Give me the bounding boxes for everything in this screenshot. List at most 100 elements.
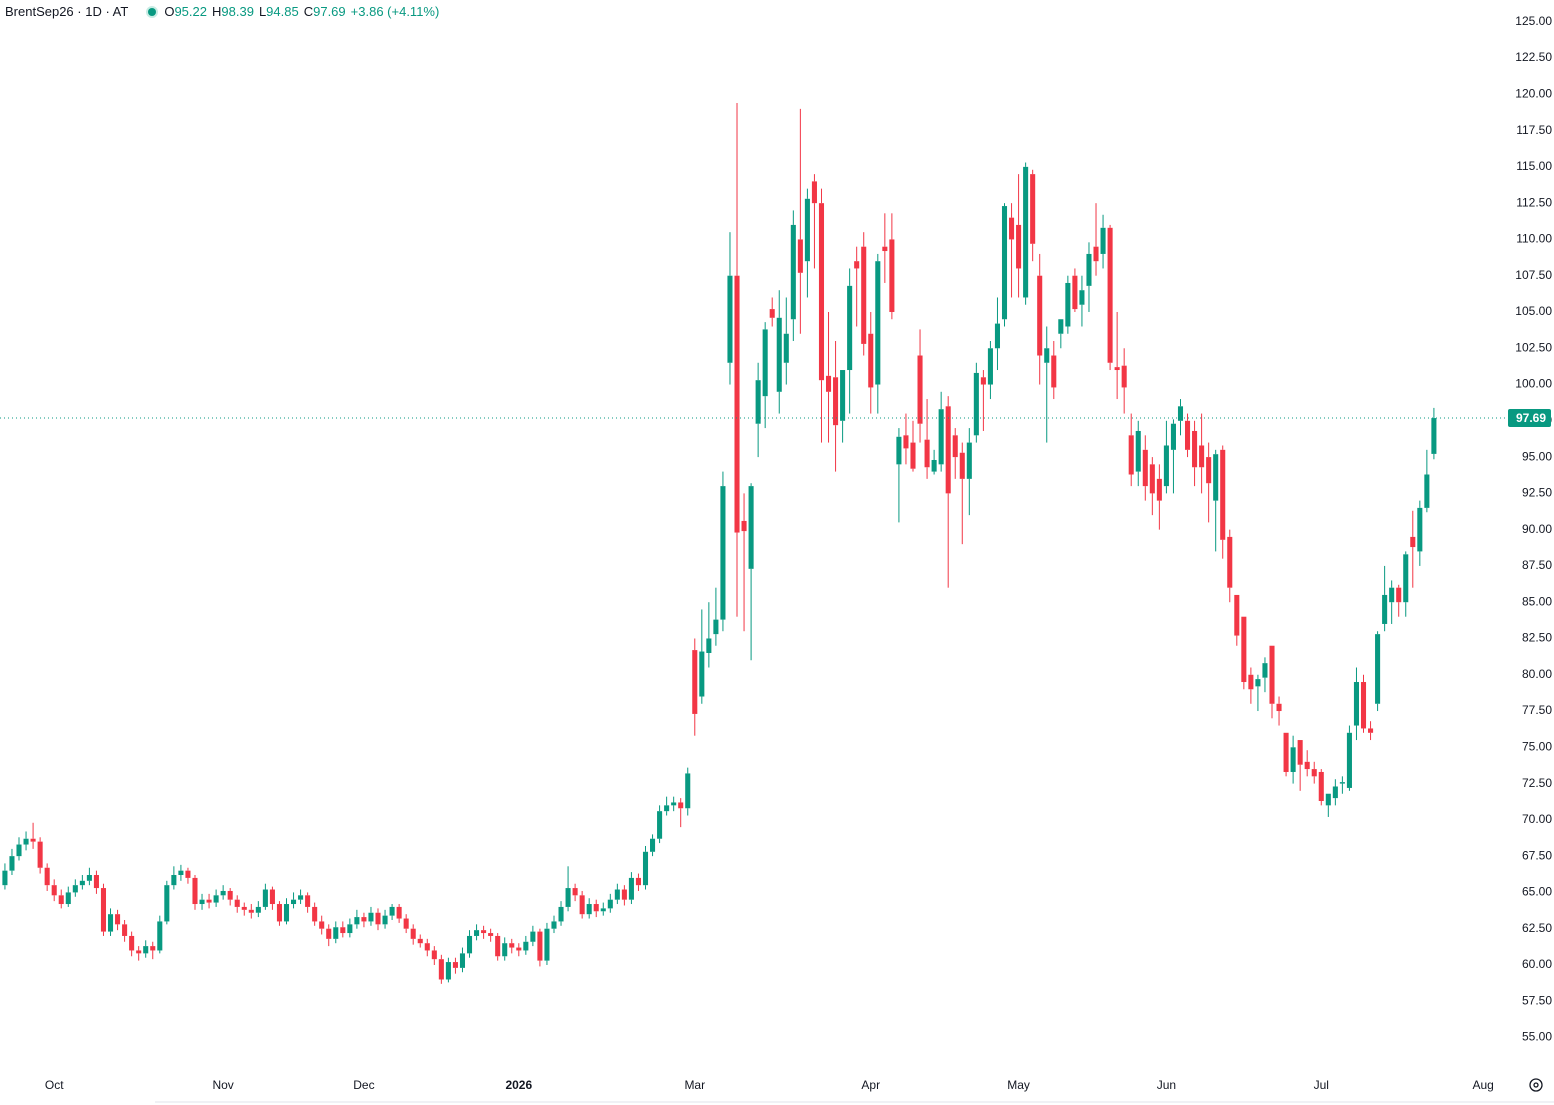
candle-body <box>847 285 853 371</box>
candle <box>657 805 663 844</box>
candle-body <box>952 435 958 458</box>
candle <box>93 870 99 894</box>
candle <box>410 924 416 945</box>
candle <box>861 232 867 356</box>
candle <box>72 879 78 897</box>
candle <box>283 898 290 925</box>
candle <box>199 893 205 910</box>
candle-body <box>657 811 663 839</box>
y-tick-label: 102.50 <box>1515 340 1552 354</box>
candle-body <box>1093 246 1099 262</box>
candle <box>488 928 494 942</box>
candle-body <box>861 246 867 344</box>
candle-body <box>403 918 409 929</box>
candle-body <box>692 650 698 714</box>
y-tick-label: 115.00 <box>1516 159 1552 173</box>
candle-body <box>16 844 22 857</box>
candle-body <box>340 927 346 934</box>
candle <box>1192 420 1198 487</box>
candle-body <box>734 275 740 533</box>
candle <box>2 863 8 890</box>
candle-body <box>509 943 515 948</box>
candle <box>1346 725 1352 791</box>
candle <box>382 909 388 929</box>
candle-body <box>1276 703 1282 712</box>
h-label: H <box>212 4 222 19</box>
candle <box>544 922 550 965</box>
x-tick-label: Aug <box>1472 1078 1493 1092</box>
candle <box>523 935 529 955</box>
candle <box>206 893 212 909</box>
candle-body <box>283 904 290 922</box>
candle <box>1304 750 1310 777</box>
candle-body <box>671 802 677 806</box>
candle <box>572 883 578 902</box>
candle <box>1297 740 1303 791</box>
candle-body <box>987 348 993 385</box>
candle <box>9 848 15 876</box>
candle <box>1184 413 1191 458</box>
candle-body <box>889 239 895 312</box>
candle-body <box>502 943 508 957</box>
candle <box>734 103 740 617</box>
candle <box>713 587 719 646</box>
y-tick-label: 55.00 <box>1522 1030 1552 1044</box>
candle <box>882 213 888 283</box>
candle <box>586 898 592 919</box>
candle <box>537 928 543 967</box>
candle <box>1396 584 1402 617</box>
candle <box>614 883 620 905</box>
candle <box>502 937 508 961</box>
candle <box>298 889 304 905</box>
candle-body <box>1142 449 1148 487</box>
candle-body <box>1206 457 1212 484</box>
candle <box>1199 413 1205 494</box>
candle <box>755 362 761 458</box>
candle-body <box>1389 587 1395 603</box>
candle <box>79 875 85 890</box>
candle <box>706 602 712 668</box>
candle-body <box>1100 227 1106 254</box>
candle <box>1142 435 1148 501</box>
candle-body <box>1170 423 1176 450</box>
candle <box>903 413 909 465</box>
candle-body <box>1368 728 1374 733</box>
candle <box>495 933 501 961</box>
high-value: 98.39 <box>221 4 254 19</box>
candle-body <box>994 323 1001 349</box>
candle <box>1332 779 1338 806</box>
candle-body <box>1332 786 1338 799</box>
candle <box>276 901 282 926</box>
candle <box>1403 551 1409 617</box>
settings-gear[interactable] <box>1529 1078 1543 1092</box>
candle-body <box>1051 355 1057 388</box>
candle <box>593 899 599 918</box>
candle-body <box>1037 275 1043 356</box>
candle-body <box>93 875 99 889</box>
y-tick-label: 72.50 <box>1522 776 1552 790</box>
l-label: L <box>258 4 267 19</box>
candle-body <box>607 899 613 909</box>
candle-body <box>86 875 92 881</box>
candle <box>403 914 409 934</box>
settings-gear-center[interactable] <box>1533 1082 1539 1088</box>
last-price-label: 97.69 <box>1516 411 1546 425</box>
y-tick-label: 80.00 <box>1522 667 1552 681</box>
y-tick-label: 112.50 <box>1516 195 1552 209</box>
candle <box>65 886 71 907</box>
candle-body <box>980 377 986 385</box>
candle <box>255 901 261 918</box>
candle <box>966 428 972 516</box>
candle-body <box>51 885 57 896</box>
candle <box>854 246 860 327</box>
candle <box>30 822 36 849</box>
candle-body <box>593 904 599 912</box>
candle-body <box>868 333 874 388</box>
settings-icon[interactable] <box>1529 1078 1543 1092</box>
c-label: C <box>303 4 314 19</box>
candle <box>896 428 902 523</box>
candle <box>980 370 986 431</box>
candle-body <box>1325 793 1331 806</box>
